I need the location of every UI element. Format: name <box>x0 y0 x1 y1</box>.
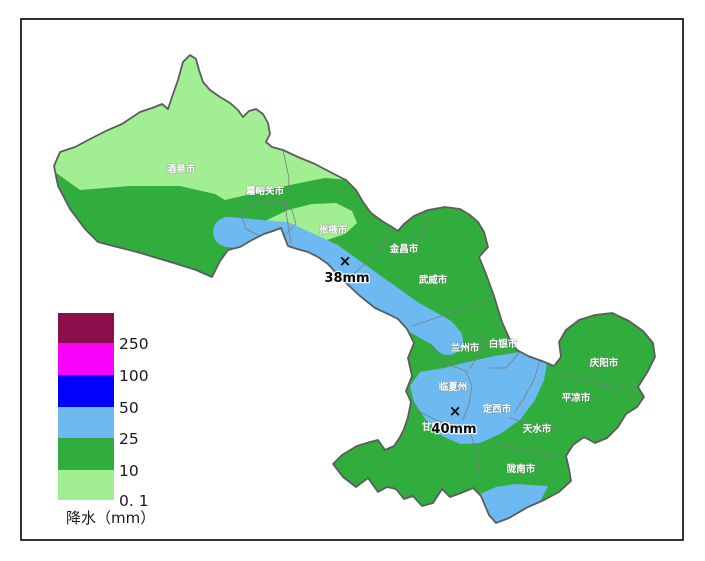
city-label: 兰州市 <box>451 342 480 354</box>
city-label: 武威市 <box>419 274 448 286</box>
legend-swatch-100 <box>58 343 114 375</box>
legend-value: 25 <box>119 430 139 448</box>
legend-value: 100 <box>119 367 149 385</box>
rain-point-label: 40mm <box>431 422 476 437</box>
rain-point-marker: × <box>339 252 352 270</box>
legend-swatch-0-1 <box>58 470 114 500</box>
legend-swatch-50 <box>58 375 114 407</box>
city-label: 张掖市 <box>319 224 348 236</box>
legend-swatch-10 <box>58 438 114 470</box>
rainfall-annotations: × 38mm × 40mm <box>323 252 478 438</box>
city-label: 临夏州 <box>439 381 468 393</box>
province-outline <box>53 54 656 524</box>
city-label: 定西市 <box>482 403 512 415</box>
city-label: 天水市 <box>523 423 552 435</box>
prefecture-borders <box>239 149 639 479</box>
legend-swatch-25 <box>58 407 114 438</box>
rain-point-marker: × <box>449 402 462 420</box>
city-label: 陇南市 <box>507 463 536 475</box>
city-label: 金昌市 <box>389 243 419 255</box>
legend-value: 50 <box>119 399 139 417</box>
city-labels: 酒泉市 嘉峪关市 张掖市 金昌市 武威市 兰州市 白银市 临夏州 定西市 庆阳市… <box>166 163 619 476</box>
city-label: 酒泉市 <box>167 163 196 175</box>
legend-value: 0. 1 <box>119 492 149 510</box>
legend-value: 250 <box>119 335 149 353</box>
legend-value: 10 <box>119 462 139 480</box>
city-label: 平凉市 <box>562 392 591 404</box>
city-label: 嘉峪关市 <box>245 185 285 197</box>
legend: 250 100 50 25 10 0. 1 降水（mm） <box>58 313 155 527</box>
legend-title: 降水（mm） <box>66 509 155 527</box>
city-label: 白银市 <box>489 338 518 350</box>
city-label: 甘南州 <box>422 421 451 433</box>
legend-swatch-250 <box>58 313 114 343</box>
precip-zone-blue-central <box>410 352 547 444</box>
rain-point-label: 38mm <box>324 271 369 286</box>
city-label: 庆阳市 <box>589 357 619 369</box>
